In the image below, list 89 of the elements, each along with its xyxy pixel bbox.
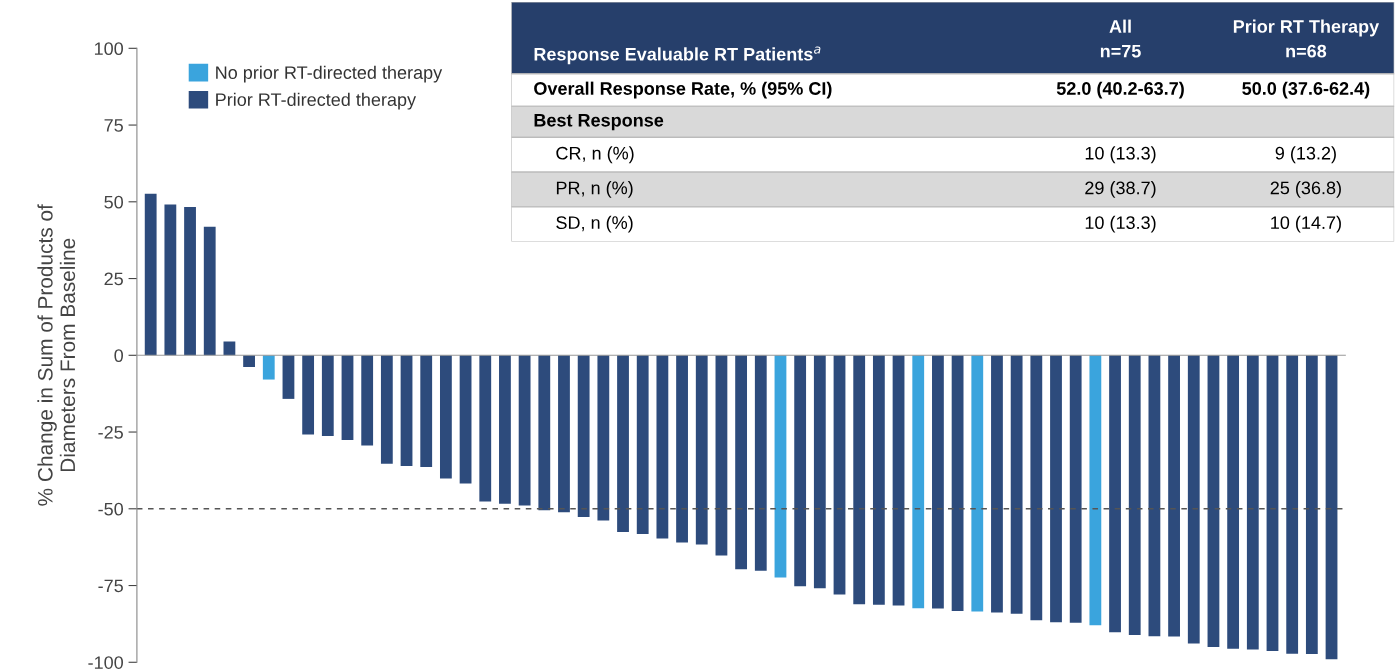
legend-label: No prior RT-directed therapy [216, 65, 443, 83]
bar [459, 355, 472, 484]
bar [1030, 355, 1043, 621]
bar [794, 355, 807, 587]
bar [321, 355, 334, 437]
bar [1128, 355, 1141, 635]
bar [735, 355, 748, 570]
bar [203, 226, 216, 356]
y-tick-label: 25 [104, 272, 123, 286]
bar [853, 355, 866, 605]
bar [282, 355, 295, 399]
bar [420, 355, 433, 468]
bar [656, 355, 669, 539]
annotation: 9 (13.2) [1275, 146, 1336, 164]
bar [754, 355, 767, 571]
y-tick-label: 0 [114, 349, 124, 363]
y-tick-label: -50 [98, 502, 124, 516]
annotation: PR, n (%) [556, 181, 633, 198]
bar [695, 355, 708, 545]
bar [971, 355, 984, 612]
bar [1050, 355, 1062, 623]
bar [262, 355, 275, 380]
y-tick-label: 50 [104, 195, 124, 209]
bar [1109, 355, 1121, 633]
bar [1069, 355, 1082, 623]
bar [400, 355, 413, 467]
bar [380, 355, 393, 464]
annotation: 10 (13.3) [1085, 146, 1156, 164]
bar [636, 355, 649, 534]
y-axis-title: % Change in Sum of Products of Diameters From Baseline [37, 204, 76, 506]
bar [833, 355, 846, 595]
y-tick-label: 100 [94, 42, 124, 56]
y-tick-label: -100 [88, 656, 124, 669]
annotation: SD, n (%) [556, 215, 633, 233]
bar [439, 355, 452, 479]
bar [341, 355, 354, 441]
bar [774, 355, 787, 578]
annotation: 10 (13.3) [1085, 215, 1156, 233]
bar [243, 355, 255, 367]
bar [361, 355, 374, 446]
bar [499, 355, 511, 504]
bar [1010, 355, 1023, 614]
bar [912, 355, 925, 609]
bar [991, 355, 1003, 613]
bar [184, 207, 196, 356]
bar [518, 355, 531, 506]
bar [164, 204, 177, 356]
bar [872, 355, 885, 605]
legend-label: Prior RT-directed therapy [216, 92, 417, 110]
annotation: 52.0 (40.2-63.7) [1056, 81, 1184, 99]
annotation: All n=75 [1100, 19, 1141, 58]
bar [1148, 355, 1161, 637]
annotation: CR, n (%) [556, 146, 634, 164]
annotation: 10 (14.7) [1271, 215, 1341, 233]
bar [223, 341, 236, 356]
y-tick-label: 75 [104, 119, 123, 132]
bar [479, 355, 492, 502]
bar [538, 355, 551, 511]
annotation: 25 (36.8) [1270, 181, 1341, 198]
bar [1325, 355, 1338, 660]
bar [1089, 355, 1102, 626]
annotation: 29 (38.7) [1085, 181, 1156, 198]
bar [813, 355, 826, 589]
annotation: Overall Response Rate, % (95% CI) [534, 81, 832, 99]
annotation: 50.0 (37.6-62.4) [1242, 81, 1370, 99]
bar [715, 355, 728, 556]
bar [892, 355, 905, 606]
bar [676, 355, 688, 543]
bar [617, 355, 629, 533]
bar [1286, 355, 1299, 654]
bar [1246, 355, 1259, 650]
bar [577, 355, 590, 518]
y-tick-label: -75 [98, 579, 123, 593]
bar [1168, 355, 1180, 637]
bar [144, 193, 157, 356]
bar [1187, 355, 1200, 644]
bar [1227, 355, 1240, 649]
bar [558, 355, 570, 513]
bar [1305, 355, 1318, 654]
bar [951, 355, 964, 612]
bar [1207, 355, 1220, 647]
bar [597, 355, 610, 521]
bar [932, 355, 944, 609]
annotation: Best Response [534, 114, 664, 131]
annotation: Prior RT Therapy n=68 [1233, 19, 1380, 58]
annotation: Response Evaluable RT Patients$^{a}$ [534, 46, 821, 65]
y-tick-label: -25 [98, 425, 123, 439]
bar [1266, 355, 1279, 651]
bar [302, 355, 315, 435]
